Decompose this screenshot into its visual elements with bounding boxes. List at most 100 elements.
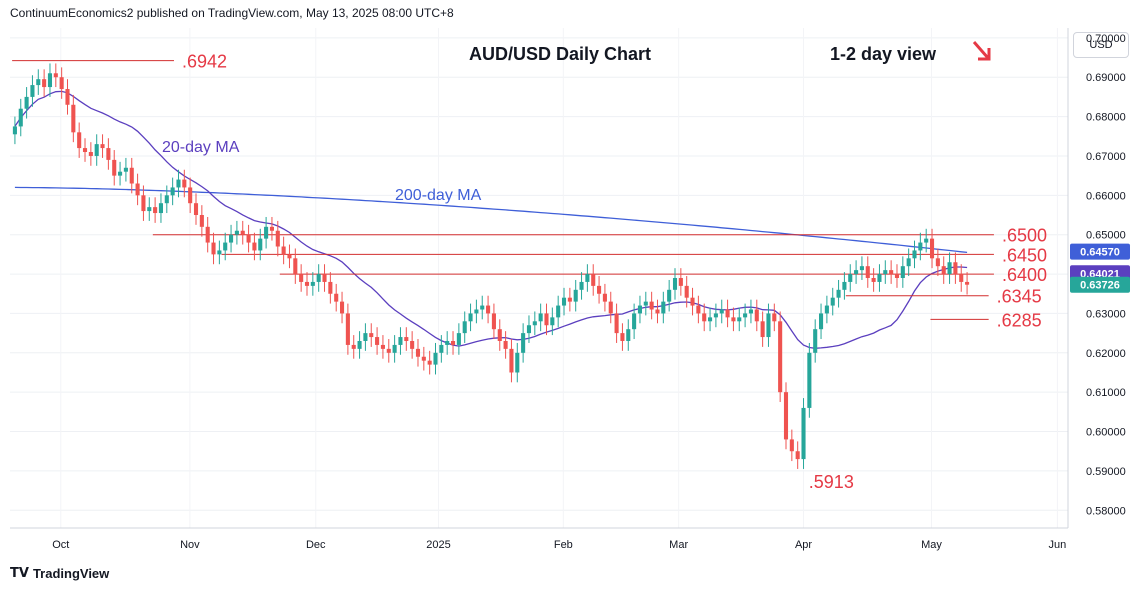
candle-body [778,321,783,393]
x-tick-label: Nov [180,539,200,551]
candle-body [561,297,567,306]
candle-body [848,274,853,282]
candle-body [748,309,753,314]
low-level-label: .5913 [809,472,854,492]
candle-body [468,313,473,322]
candle-body [264,226,269,239]
candle-body [135,183,140,196]
candle-body [234,230,239,235]
candle-body [456,333,461,345]
ma20-layer [14,90,968,349]
y-tick-label: 0.70000 [1086,33,1126,45]
y-tick-label: 0.66000 [1086,190,1126,202]
candle-body [719,309,724,314]
candle-body [316,274,321,282]
candle-body [88,152,93,156]
candle-body [830,297,835,306]
x-tick-label: Oct [52,539,69,551]
y-tick-label: 0.65000 [1086,230,1126,242]
candle-body [591,274,596,286]
candle-body [246,234,251,243]
candle-body [836,289,841,298]
candle-body [877,274,882,282]
candle-body [965,281,970,285]
candle-body [18,108,23,127]
candle-body [713,313,718,318]
candle-body [118,171,123,176]
candle-body [865,266,870,278]
candle-body [608,301,613,314]
candle-body [100,144,105,149]
candle-body [597,285,602,294]
candle-body [269,226,274,231]
candle-body [941,266,946,275]
candle-body [229,234,234,243]
candle-body [188,187,193,204]
candle-body [801,407,806,460]
ma200-label: 200-day MA [395,187,482,204]
candle-body [164,195,169,204]
candle-body [824,305,829,314]
level-label: .6450 [1002,245,1047,265]
candle-body [153,207,158,214]
candle-body [626,329,631,341]
candle-body [223,242,228,251]
candle-body [573,289,578,302]
level-label: .6500 [1002,226,1047,246]
candle-body [918,242,923,251]
candle-body [176,179,181,188]
candle-body [637,305,643,314]
candle-body [632,313,637,330]
candle-body [474,309,479,314]
candle-body [334,293,339,302]
candle-body [30,85,35,97]
candle-body [386,348,391,353]
x-tick-label: 2025 [426,539,450,551]
candle-body [415,348,421,357]
candle-body [684,285,689,298]
candle-body [182,179,187,188]
candle-body [491,313,496,330]
y-axis: 0.70000 0.69000 0.68000 0.67000 0.66000 0.650… [10,28,1126,529]
candle-body [620,333,625,341]
candle-body [614,313,619,334]
candle-body [935,258,940,267]
candle-body [585,274,590,282]
candle-body [328,281,333,294]
candle-body [953,262,958,275]
candle-body [65,89,70,105]
candle-body [772,313,777,322]
candle-body [304,281,310,286]
candle-body [293,258,298,275]
candle-body [392,344,397,353]
candle-body [82,148,88,153]
publisher-header: ContinuumEconomics2 published on Trading… [10,6,454,20]
candle-body [310,281,315,286]
candle-body [299,274,304,282]
x-tick-label: Apr [795,539,812,551]
candle-body [404,337,409,341]
candle-body [106,148,111,160]
candle-body [240,230,245,235]
candle-body [193,203,199,216]
candle-body [199,215,204,227]
candle-body [795,451,800,460]
candle-body [661,301,666,314]
candle-body [842,281,847,290]
ma20-label: 20-day MA [162,139,240,156]
candle-body [480,305,485,310]
candle-body [889,270,894,275]
candle-body [731,317,736,322]
candle-body [287,254,292,259]
chart-title: AUD/USD Daily Chart [469,44,651,64]
price-tag-label: 0.63726 [1080,280,1120,292]
candle-body [544,313,549,326]
y-tick-label: 0.68000 [1086,112,1126,124]
price-chart[interactable]: .6942 .6500.6450.6400.6345 .6285 .5913 0.70… [0,0,1143,560]
candle-body [363,333,368,341]
candle-body [602,293,607,302]
brand-name: TradingView [32,566,110,581]
currency-selector[interactable]: USD [1073,32,1129,58]
candle-body [818,313,824,330]
candle-body [450,340,456,345]
